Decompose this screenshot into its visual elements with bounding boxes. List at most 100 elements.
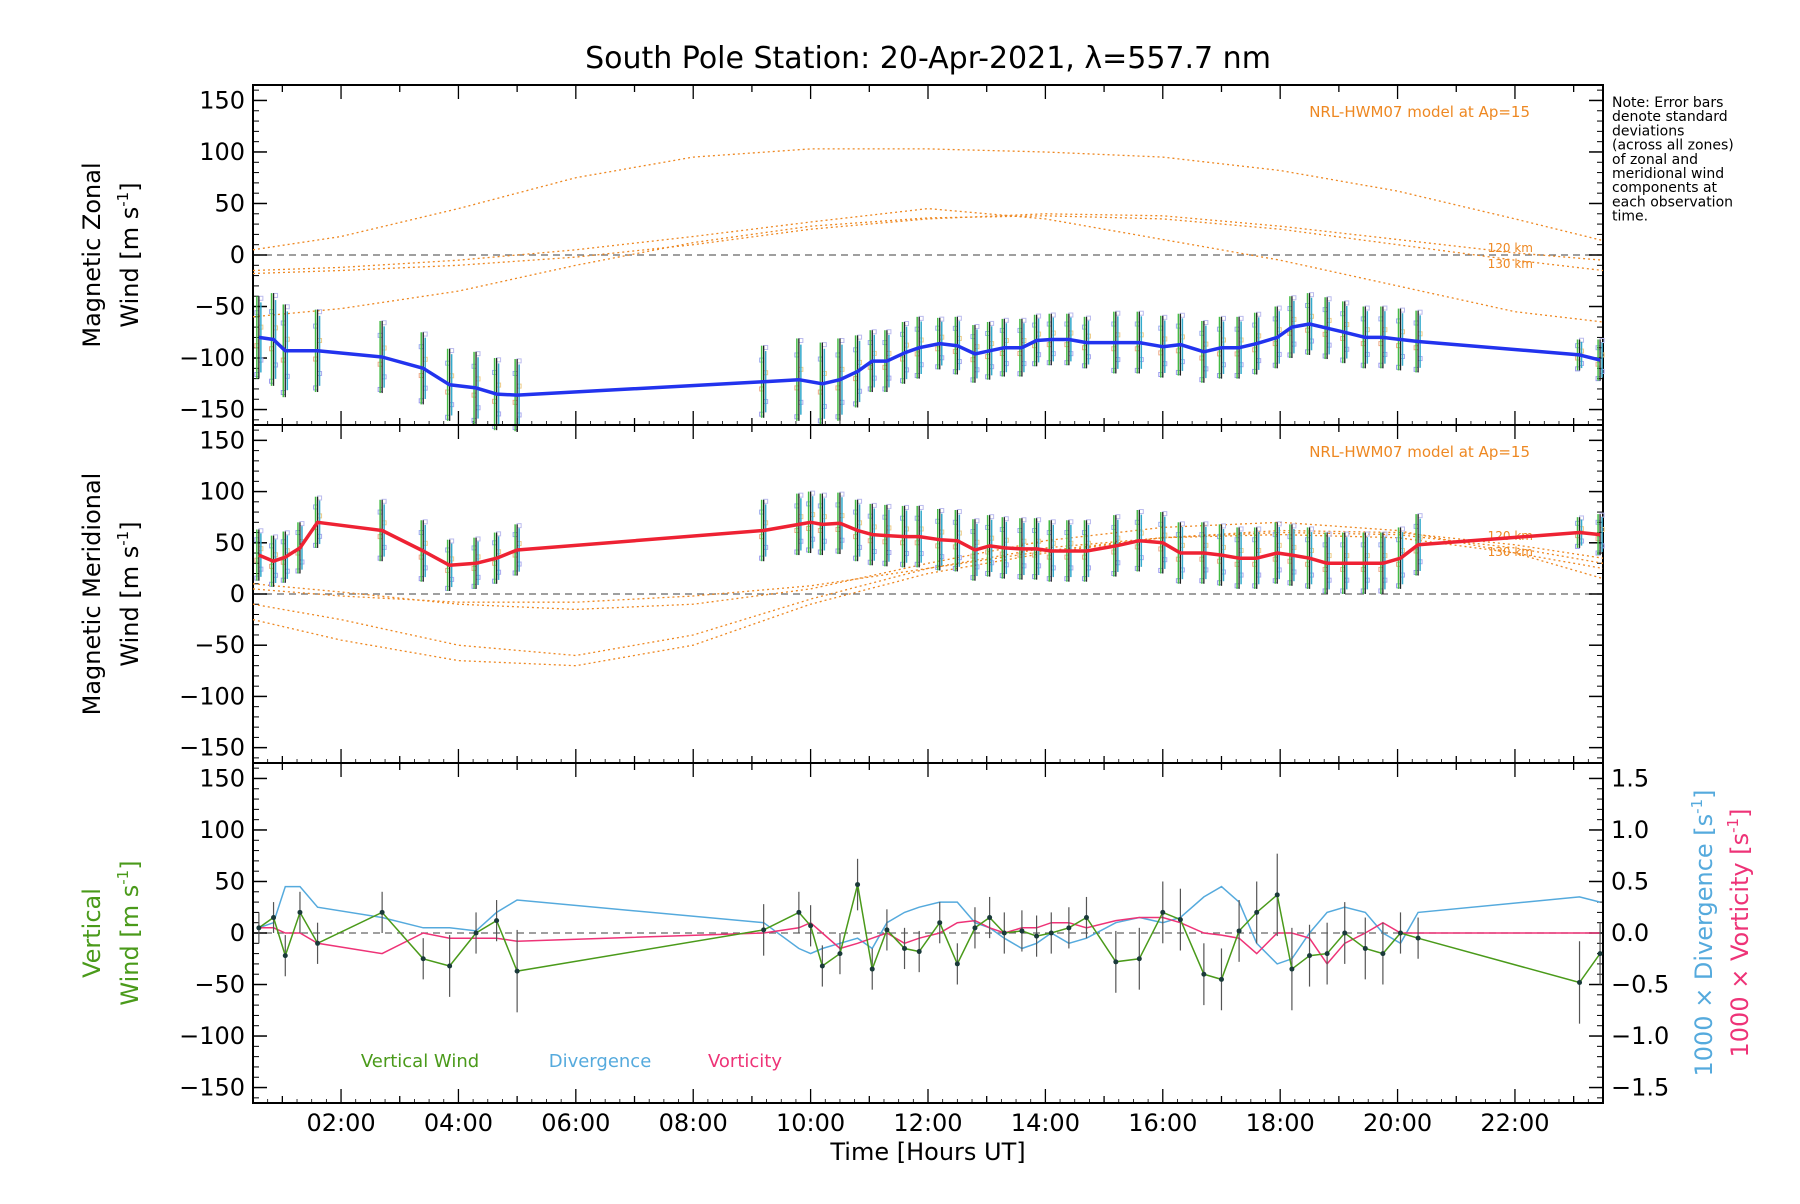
note-line: components at [1612,180,1718,196]
note-line: time. [1612,209,1648,225]
vertical-wind-point [1577,979,1583,985]
y-label-units: [m s [116,207,144,260]
y-tick-label: −100 [179,1022,245,1050]
x-tick-label: 22:00 [1480,1109,1549,1137]
vertical-wind-point [1113,959,1119,965]
vertical-wind-point [315,940,321,946]
vorticity-axis-label: 1000 × Vorticity [s-1] [1724,809,1754,1058]
y2-label-sup: -1 [1688,799,1706,814]
vertical-wind-point [884,927,890,933]
vertical-wind-point [297,909,303,915]
y-tick-label: −50 [194,293,245,321]
y-tick-label: 50 [214,189,245,217]
vertical-wind-line [258,884,1601,984]
y2-label-close: ] [1690,789,1718,798]
vertical-wind-point [1236,928,1242,934]
vertical-wind-point [1034,933,1040,939]
vertical-wind-point [1324,951,1330,957]
y-tick-label: 50 [214,867,245,895]
y2-tick-label: 1.0 [1611,816,1649,844]
x-tick-label: 08:00 [659,1109,728,1137]
vertical-wind-point [761,927,767,933]
y-tick-label: 100 [199,816,245,844]
zonal-wind-line [258,322,1601,397]
y-tick-label: −150 [179,1074,245,1102]
vertical-wind-point [972,925,978,931]
x-tick-label: 04:00 [424,1109,493,1137]
y-tick-label: −50 [194,631,245,659]
note-line: denote standard [1612,109,1728,125]
vertical-wind-point [954,961,960,967]
y-tick-label: −100 [179,682,245,710]
vertical-wind-point [1019,928,1025,934]
y2-tick-label: −1.0 [1611,1022,1669,1050]
y-axis-label-line2: Wind [m s-1] [114,521,144,666]
model-curve [252,207,1604,323]
y-label-units: [m s [116,546,144,599]
panels: 150 100 50 0 −50 −100 −150 Magnetic Zonal Wind [… [78,84,1754,1104]
model-curve [252,213,1604,275]
model-curve [252,521,1604,611]
y-label-close: ] [116,860,144,869]
legend-vertical: Vertical Wind [361,1051,479,1072]
y-label-sup: -1 [114,192,132,207]
vertical-wind-point [420,956,426,962]
vertical-wind-point [282,953,288,959]
note-line: deviations [1612,123,1684,139]
y2-tick-label: 0.5 [1611,867,1649,895]
vertical-wind-point [1380,951,1386,957]
vertical-wind-point [494,918,500,924]
y-tick-label: −150 [179,734,245,762]
divergence-axis-label: 1000 × Divergence [s-1] [1688,789,1718,1076]
vertical-wind-point [1254,909,1260,915]
vertical-wind-point [1177,917,1183,923]
vertical-wind-point [1160,909,1166,915]
y-tick-label: 50 [214,529,245,557]
y-tick-label: 150 [199,86,245,114]
note-line: meridional wind [1612,166,1724,182]
note-line: Note: Error bars [1612,95,1723,111]
vertical-wind-point [271,915,277,921]
y2-tick-label: 0.0 [1611,919,1649,947]
y-tick-label: −100 [179,344,245,372]
vertical-wind-point [796,909,802,915]
note-line: each observation [1612,194,1733,210]
vertical-wind-point [1342,930,1348,936]
x-tick-label: 02:00 [306,1109,375,1137]
vertical-wind-point [869,966,875,972]
x-tick-label: 16:00 [1128,1109,1197,1137]
x-tick-label: 12:00 [893,1109,962,1137]
y-tick-label: 0 [230,580,245,608]
model-curve [252,529,1604,603]
alt-label-120: 120 km [1488,241,1533,255]
model-curve [252,531,1604,667]
chart-title: South Pole Station: 20-Apr-2021, λ=557.7… [585,41,1271,76]
vertical-wind-point [1362,945,1368,951]
vertical-wind-point [916,949,922,955]
model-curve [252,533,1604,657]
model-label: NRL-HWM07 model at Ap=15 [1309,103,1530,121]
meridional-wind-line [258,520,1601,568]
model-label: NRL-HWM07 model at Ap=15 [1309,443,1530,461]
panel-zonal: 150 100 50 0 −50 −100 −150 Magnetic Zonal Wind [… [78,84,1605,432]
y-label-sup: -1 [114,870,132,885]
y-label-close: ] [116,521,144,530]
x-tick-label: 18:00 [1246,1109,1315,1137]
vertical-wind-point [902,945,908,951]
vertical-wind-point [1415,935,1421,941]
y-label-close: ] [116,182,144,191]
panel-meridional: 150 100 50 0 −50 −100 −150 Magnetic Meridional W… [78,424,1605,764]
vertical-wind-point [1066,925,1072,931]
y-label-sup: -1 [114,531,132,546]
y-tick-label: 100 [199,478,245,506]
vertical-wind-point [447,963,453,969]
vertical-wind-point [855,882,861,888]
vertical-wind-point [937,920,943,926]
y2-tick-label: −0.5 [1611,971,1669,999]
y-axis-label-line2: Wind [m s-1] [114,182,144,327]
y-axis-label-line1: Magnetic Meridional [78,473,106,716]
